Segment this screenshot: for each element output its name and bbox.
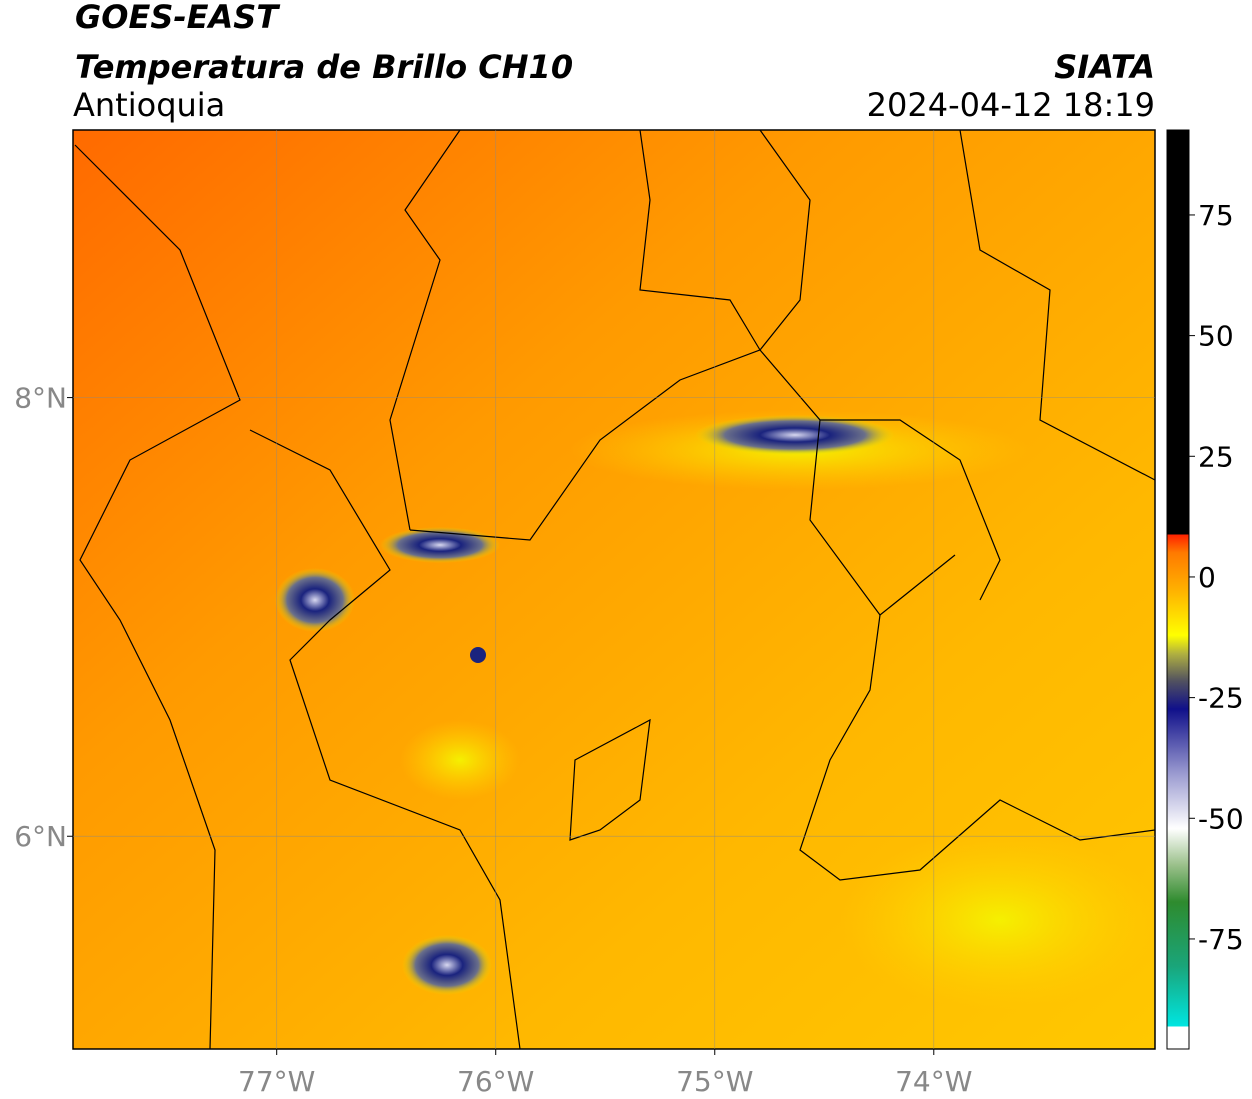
- x-tick-label: 76°W: [457, 1065, 534, 1098]
- title: GOES-EAST: [75, 0, 280, 36]
- region: Antioquia: [73, 86, 225, 124]
- colorbar-tick-label: -50: [1198, 802, 1244, 835]
- source: SIATA: [1054, 48, 1155, 86]
- colorbar-tick-label: -75: [1198, 923, 1244, 956]
- map-frame: [72, 129, 1156, 1050]
- colorbar-tick-label: 75: [1198, 199, 1234, 232]
- colorbar-tick-label: 25: [1198, 440, 1234, 473]
- y-tick-label: 6°N: [14, 820, 67, 853]
- x-tick-label: 74°W: [895, 1065, 972, 1098]
- x-tick-label: 77°W: [238, 1065, 315, 1098]
- x-tick-label: 75°W: [676, 1065, 753, 1098]
- colorbar-tick-label: 50: [1198, 320, 1234, 353]
- timestamp: 2024-04-12 18:19: [867, 86, 1155, 124]
- colorbar-tick-label: 0: [1198, 561, 1216, 594]
- y-tick-label: 8°N: [14, 382, 67, 415]
- map-image: [73, 130, 1155, 1049]
- colorbar: [1166, 129, 1190, 1050]
- colorbar-tick-label: -25: [1198, 682, 1244, 715]
- subtitle: Temperatura de Brillo CH10: [75, 48, 573, 86]
